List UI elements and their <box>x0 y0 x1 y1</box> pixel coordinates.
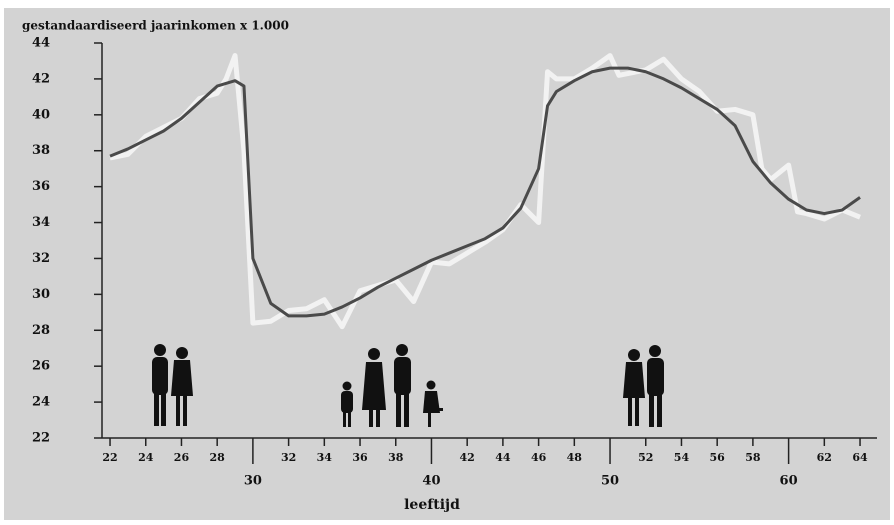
couple-right <box>623 345 664 427</box>
y-tick-label: 28 <box>32 323 50 338</box>
x-tick-label: 26 <box>174 451 190 464</box>
y-tick-label: 40 <box>32 107 50 122</box>
y-tick-label: 32 <box>32 251 50 266</box>
x-tick-label: 32 <box>281 451 296 464</box>
y-tick-label: 26 <box>32 359 50 374</box>
x-tick-label: 28 <box>210 451 226 464</box>
x-tick-label: 36 <box>352 451 368 464</box>
y-axis-label: gestandaardiseerd jaarinkomen x 1.000 <box>22 19 289 33</box>
x-tick-label: 42 <box>460 451 475 464</box>
x-tick-label: 38 <box>388 451 404 464</box>
y-tick-label: 38 <box>32 143 50 158</box>
x-tick-label: 24 <box>138 451 154 464</box>
family <box>341 344 443 427</box>
x-tick-label: 62 <box>817 451 832 464</box>
x-tick-label: 50 <box>601 474 619 489</box>
x-tick-label: 46 <box>531 451 547 464</box>
y-tick-label: 30 <box>32 287 50 302</box>
x-tick-label: 22 <box>102 451 117 464</box>
x-tick-label: 52 <box>638 451 653 464</box>
y-tick-label: 24 <box>32 395 50 410</box>
y-tick-label: 42 <box>32 71 50 86</box>
line <box>109 66 861 318</box>
line <box>109 53 861 330</box>
y-tick-label: 34 <box>32 215 50 230</box>
x-tick-label: 30 <box>244 474 262 489</box>
x-axis-label: leeftijd <box>404 497 460 513</box>
x-tick-label: 56 <box>710 451 726 464</box>
x-tick-label: 40 <box>422 474 440 489</box>
x-tick-label: 60 <box>780 474 798 489</box>
silhouettes <box>152 344 664 427</box>
x-tick-label: 34 <box>317 451 333 464</box>
y-tick-label: 22 <box>32 431 50 446</box>
couple-left <box>152 344 193 426</box>
y-tick-label: 36 <box>32 179 50 194</box>
x-tick-label: 54 <box>674 451 690 464</box>
x-tick-label: 64 <box>852 451 868 464</box>
x-tick-label: 58 <box>745 451 761 464</box>
x-tick-label: 44 <box>495 451 511 464</box>
y-tick-label: 44 <box>32 36 50 51</box>
x-tick-label: 48 <box>567 451 583 464</box>
